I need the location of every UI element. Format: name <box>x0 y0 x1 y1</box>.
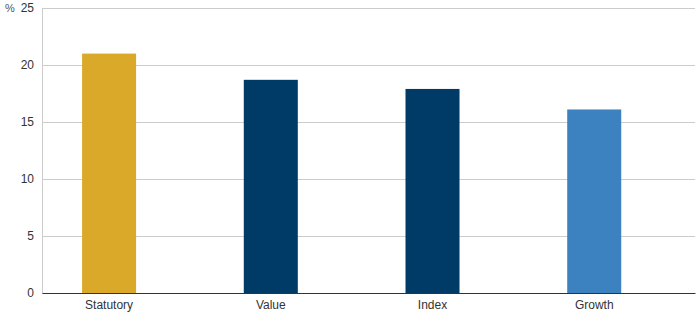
x-tick: Index <box>418 293 447 312</box>
grid-line <box>42 65 695 66</box>
chart: 0 5 10 15 20 25 Statutory Value Index Growth% <box>0 0 700 316</box>
grid-line <box>42 293 695 294</box>
x-tick-label: Value <box>256 298 286 312</box>
bars <box>82 54 621 293</box>
x-tick-label: Index <box>418 298 447 312</box>
bar <box>567 109 621 293</box>
x-axis: Statutory Value Index Growth <box>43 293 696 312</box>
x-tick-label: Growth <box>575 298 614 312</box>
y-tick-label: 25 <box>21 1 35 15</box>
x-tick: Statutory <box>85 293 133 312</box>
y-tick-label: 5 <box>27 229 34 243</box>
x-tick: Growth <box>575 293 614 312</box>
x-axis-line <box>43 293 696 294</box>
y-tick-label: 10 <box>21 172 35 186</box>
y-tick: 25 <box>21 1 695 15</box>
x-tick: Value <box>256 293 286 312</box>
y-tick-label: 20 <box>21 58 35 72</box>
bar <box>244 80 298 293</box>
y-axis: 0 5 10 15 20 25 <box>21 1 695 300</box>
bar <box>82 54 136 293</box>
grid-line <box>42 8 695 9</box>
y-axis-line <box>42 9 43 294</box>
y-tick-label: 15 <box>21 115 35 129</box>
y-tick-label: 0 <box>27 286 34 300</box>
x-tick-label: Statutory <box>85 298 133 312</box>
y-axis-label: % <box>5 2 15 14</box>
bar <box>406 89 460 293</box>
